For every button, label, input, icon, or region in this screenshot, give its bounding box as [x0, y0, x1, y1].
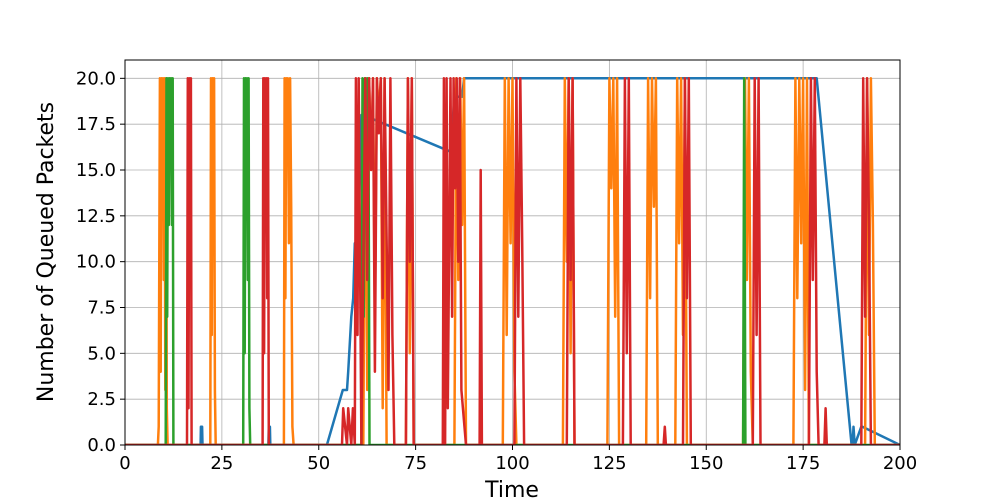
series-line-4	[125, 77, 900, 445]
x-tick-label: 150	[689, 453, 723, 474]
y-tick-label: 20.0	[76, 68, 116, 89]
y-axis-label: Number of Queued Packets	[34, 102, 59, 402]
series-line-2	[125, 77, 900, 445]
y-tick-label: 7.5	[87, 298, 116, 319]
x-tick-label: 0	[119, 453, 130, 474]
ticks: 0 25 50 75 100 125 150 175 200 0.0 2.5 5.0 7.5 10.0 12…	[76, 68, 917, 474]
y-tick-label: 10.0	[76, 252, 116, 273]
y-tick-label: 17.5	[76, 114, 116, 135]
x-tick-label: 100	[495, 453, 529, 474]
y-tick-label: 0.0	[87, 435, 116, 456]
series-group	[125, 77, 900, 445]
y-tick-label: 5.0	[87, 343, 116, 364]
x-tick-label: 75	[404, 453, 427, 474]
y-tick-label: 2.5	[87, 389, 116, 410]
x-tick-label: 175	[786, 453, 820, 474]
x-tick-label: 200	[883, 453, 917, 474]
y-tick-label: 15.0	[76, 160, 116, 181]
x-tick-label: 50	[307, 453, 330, 474]
y-tick-label: 12.5	[76, 206, 116, 227]
x-tick-label: 125	[592, 453, 626, 474]
x-tick-label: 25	[210, 453, 233, 474]
x-axis-label: Time	[484, 478, 539, 500]
